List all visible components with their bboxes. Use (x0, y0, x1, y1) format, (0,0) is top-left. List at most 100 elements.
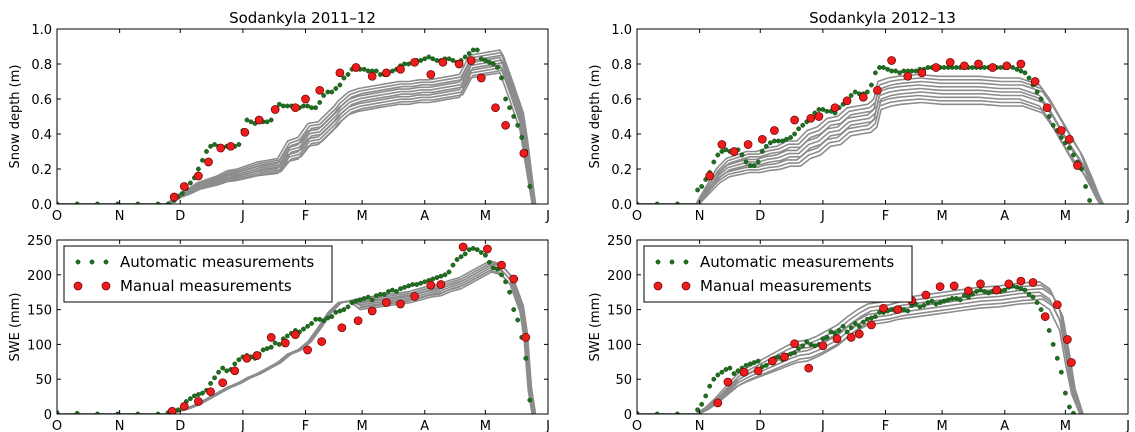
legend-automatic-marker (655, 259, 661, 265)
manual-point (218, 378, 228, 388)
x-tick-label: J (240, 419, 245, 432)
automatic-point (840, 323, 846, 329)
model-run-line (57, 49, 533, 204)
automatic-point (349, 300, 355, 305)
plot-area (637, 276, 1084, 414)
manual-point (988, 63, 997, 72)
x-tick-label: M (936, 209, 947, 224)
manual-point (367, 71, 377, 81)
automatic-point (333, 86, 339, 91)
manual-point (705, 171, 715, 181)
axes-frame (636, 239, 1129, 415)
automatic-point (57, 201, 60, 204)
automatic-point (877, 65, 882, 70)
manual-point (280, 338, 290, 348)
automatic-point (1038, 307, 1044, 312)
automatic-point (165, 201, 171, 204)
manual-point (739, 367, 749, 377)
automatic-point (743, 362, 749, 368)
y-tick-label: 1.0 (611, 23, 632, 38)
legend-manual-label: Manual measurements (700, 277, 872, 295)
automatic-point (195, 392, 201, 397)
manual-point (903, 71, 913, 81)
manual-point (893, 305, 903, 314)
automatic-point (248, 119, 254, 125)
y-tick-label: 150 (607, 304, 632, 319)
manual-point (254, 115, 264, 125)
y-tick-label: 250 (607, 234, 632, 249)
automatic-point (284, 333, 290, 339)
y-tick-label: 200 (607, 269, 632, 284)
plot-area (57, 47, 537, 204)
automatic-point (187, 180, 193, 186)
axes-frame (636, 28, 1129, 205)
automatic-point (321, 93, 327, 98)
x-tick-label: N (115, 419, 125, 432)
manual-point (770, 126, 779, 135)
x-tick-label: D (175, 419, 185, 432)
automatic-point (268, 117, 274, 123)
manual-point (483, 244, 492, 254)
y-tick-label: 0.4 (611, 128, 632, 143)
automatic-point (442, 272, 448, 278)
x-tick-label: M (480, 209, 491, 224)
legend: Automatic measurements Manual measurement… (63, 245, 333, 303)
manual-point (491, 103, 500, 113)
automatic-point (824, 334, 830, 340)
automatic-point (937, 300, 943, 305)
automatic-point (869, 315, 874, 321)
automatic-point (929, 298, 935, 304)
automatic-point (470, 47, 476, 53)
manual-point (867, 320, 876, 330)
automatic-point (426, 54, 432, 60)
x-tick-label: M (1060, 209, 1071, 224)
automatic-point (881, 65, 886, 70)
x-tick-label: A (1000, 209, 1009, 224)
legend-manual-marker (681, 281, 691, 291)
automatic-point (1010, 65, 1016, 70)
automatic-point (901, 68, 907, 74)
automatic-point (1026, 75, 1032, 81)
legend-manual-marker (653, 281, 663, 291)
automatic-point (873, 70, 878, 76)
automatic-point (759, 149, 765, 154)
manual-point (501, 120, 510, 130)
manual-point (410, 57, 419, 67)
manual-point (1056, 126, 1066, 135)
x-tick-label: J (1125, 419, 1130, 432)
manual-point (1063, 335, 1072, 344)
automatic-point (208, 380, 214, 386)
automatic-point (719, 149, 725, 154)
automatic-point (1050, 122, 1056, 128)
manual-point (879, 303, 888, 313)
automatic-point (941, 298, 947, 304)
automatic-point (486, 259, 492, 265)
automatic-point (272, 340, 278, 346)
automatic-point (490, 61, 496, 67)
manual-point (337, 323, 347, 333)
automatic-point (191, 393, 197, 399)
automatic-point (909, 68, 915, 74)
automatic-point (57, 410, 60, 414)
manual-point (438, 57, 448, 67)
automatic-point (305, 103, 310, 109)
automatic-point (776, 354, 781, 360)
manual-point (226, 141, 236, 151)
automatic-point (394, 289, 399, 294)
automatic-point (913, 68, 919, 74)
automatic-point (763, 362, 769, 368)
manual-point (1004, 279, 1014, 289)
manual-point (194, 171, 203, 181)
automatic-point (893, 68, 898, 74)
automatic-point (917, 304, 923, 310)
x-tick-label: A (420, 419, 429, 432)
x-tick-label: F (882, 209, 889, 224)
automatic-point (345, 304, 351, 310)
automatic-point (232, 361, 238, 367)
legend-automatic-marker (89, 259, 95, 265)
manual-point (509, 274, 519, 284)
manual-point (466, 56, 476, 65)
y-tick-label: 100 (27, 338, 52, 353)
automatic-point (519, 135, 525, 140)
automatic-point (200, 390, 205, 396)
